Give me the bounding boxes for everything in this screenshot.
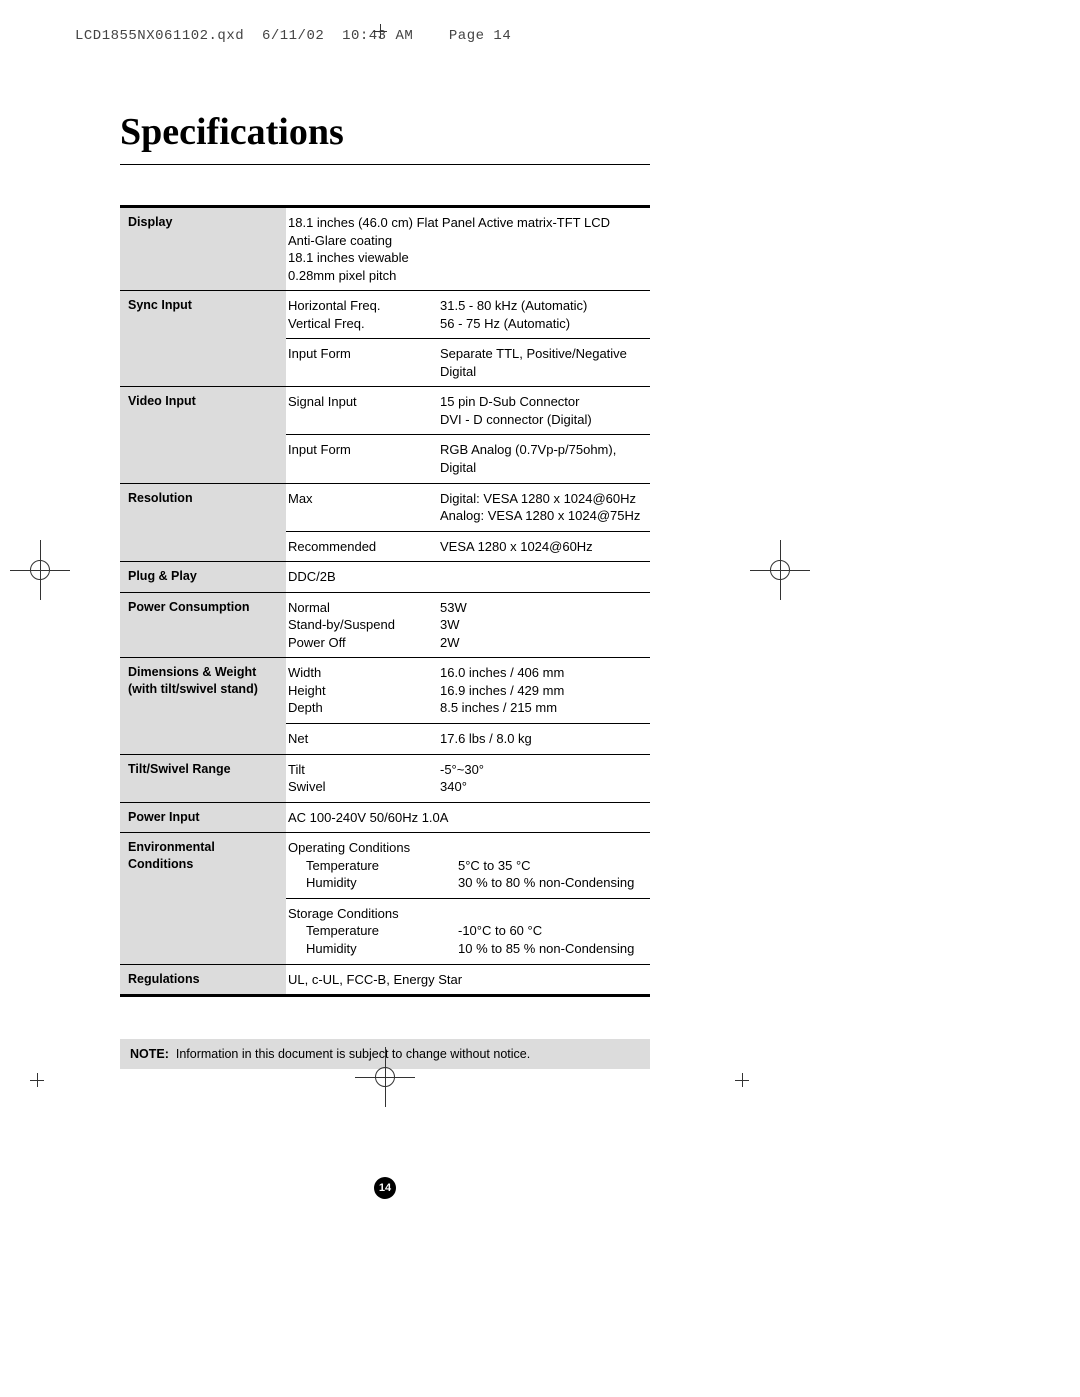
- spec-label: Sync Input: [120, 291, 286, 386]
- spec-section-power-consumption: Power Consumption Normal Stand-by/Suspen…: [120, 593, 650, 659]
- note-text: Information in this document is subject …: [176, 1047, 530, 1061]
- spec-section-plugplay: Plug & Play DDC/2B: [120, 562, 650, 593]
- spec-mid: Signal Input: [286, 393, 438, 428]
- spec-value: Operating Conditions Temperature Humidit…: [286, 839, 650, 892]
- print-header: LCD1855NX061102.qxd 6/11/02 10:43 AM Pag…: [75, 28, 511, 44]
- spec-value: 15 pin D-Sub Connector DVI - D connector…: [438, 393, 650, 428]
- spec-value: VESA 1280 x 1024@60Hz: [438, 538, 650, 556]
- spec-value: 17.6 lbs / 8.0 kg: [438, 730, 650, 748]
- crop-cross-bl: [30, 1073, 44, 1087]
- spec-section-display: Display 18.1 inches (46.0 cm) Flat Panel…: [120, 208, 650, 291]
- spec-value: Storage Conditions Temperature Humidity …: [286, 905, 650, 958]
- page-number: 14: [374, 1177, 396, 1199]
- spec-label: Regulations: [120, 965, 286, 995]
- spec-value: Digital: VESA 1280 x 1024@60Hz Analog: V…: [438, 490, 650, 525]
- spec-mid: Net: [286, 730, 438, 748]
- spec-mid: Normal Stand-by/Suspend Power Off: [286, 599, 438, 652]
- spec-section-dimensions: Dimensions & Weight (with tilt/swivel st…: [120, 658, 650, 754]
- spec-label: Dimensions & Weight (with tilt/swivel st…: [120, 658, 286, 753]
- header-filename: LCD1855NX061102.qxd: [75, 28, 244, 44]
- spec-section-power-input: Power Input AC 100-240V 50/60Hz 1.0A: [120, 803, 650, 834]
- spec-section-regulations: Regulations UL, c-UL, FCC-B, Energy Star: [120, 965, 650, 995]
- crop-cross-br: [735, 1073, 749, 1087]
- spec-label: Power Input: [120, 803, 286, 833]
- spec-label: Plug & Play: [120, 562, 286, 592]
- spec-value: 18.1 inches (46.0 cm) Flat Panel Active …: [286, 214, 650, 284]
- header-page: Page 14: [449, 28, 511, 44]
- crop-mark-left: [10, 540, 70, 600]
- spec-value: 31.5 - 80 kHz (Automatic) 56 - 75 Hz (Au…: [438, 297, 650, 332]
- spec-mid: Input Form: [286, 441, 438, 476]
- spec-section-sync: Sync Input Horizontal Freq. Vertical Fre…: [120, 291, 650, 387]
- spec-section-video: Video Input Signal Input 15 pin D-Sub Co…: [120, 387, 650, 483]
- spec-value: 16.0 inches / 406 mm 16.9 inches / 429 m…: [438, 664, 650, 717]
- spec-mid: Tilt Swivel: [286, 761, 438, 796]
- page-content: Specifications Display 18.1 inches (46.0…: [120, 110, 650, 1069]
- spec-label: Display: [120, 208, 286, 290]
- spec-section-environmental: Environmental Conditions Operating Condi…: [120, 833, 650, 964]
- spec-label: Video Input: [120, 387, 286, 482]
- crop-mark-right: [750, 540, 810, 600]
- spec-mid: Recommended: [286, 538, 438, 556]
- spec-label: Resolution: [120, 484, 286, 562]
- crop-cross-header: [373, 24, 387, 38]
- spec-label: Environmental Conditions: [120, 833, 286, 963]
- spec-value: -5°~30° 340°: [438, 761, 650, 796]
- spec-label: Tilt/Swivel Range: [120, 755, 286, 802]
- spec-label: Power Consumption: [120, 593, 286, 658]
- spec-mid: Input Form: [286, 345, 438, 380]
- spec-section-resolution: Resolution Max Digital: VESA 1280 x 1024…: [120, 484, 650, 563]
- spec-section-tilt: Tilt/Swivel Range Tilt Swivel -5°~30° 34…: [120, 755, 650, 803]
- spec-value: DDC/2B: [286, 568, 650, 586]
- crop-mark-bottom: [355, 1047, 415, 1107]
- spec-table: Display 18.1 inches (46.0 cm) Flat Panel…: [120, 205, 650, 997]
- spec-value: Separate TTL, Positive/Negative Digital: [438, 345, 650, 380]
- spec-value: AC 100-240V 50/60Hz 1.0A: [286, 809, 650, 827]
- note-label: NOTE:: [130, 1047, 169, 1061]
- spec-mid: Width Height Depth: [286, 664, 438, 717]
- header-date: 6/11/02: [262, 28, 324, 44]
- spec-value: UL, c-UL, FCC-B, Energy Star: [286, 971, 650, 989]
- spec-value: 53W 3W 2W: [438, 599, 650, 652]
- spec-mid: Horizontal Freq. Vertical Freq.: [286, 297, 438, 332]
- spec-value: RGB Analog (0.7Vp-p/75ohm), Digital: [438, 441, 650, 476]
- spec-mid: Max: [286, 490, 438, 525]
- page-title: Specifications: [120, 110, 650, 165]
